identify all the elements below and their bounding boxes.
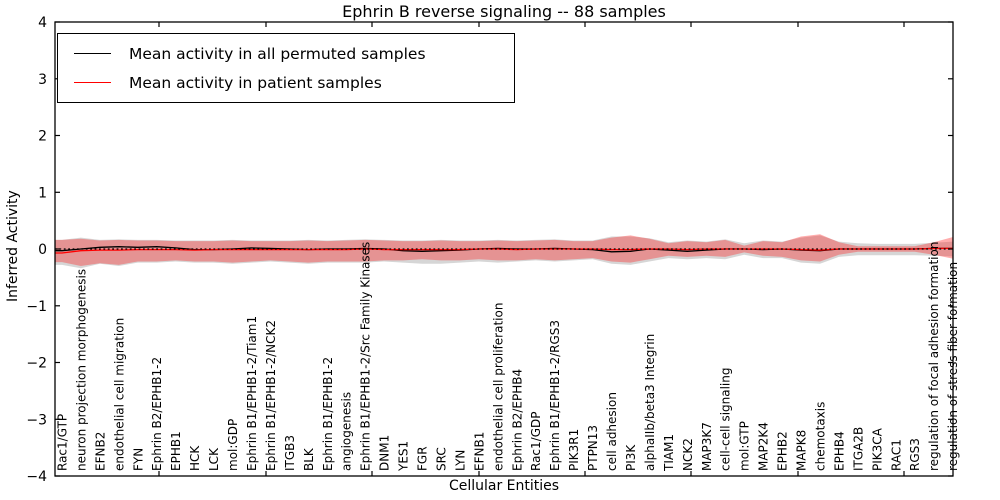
x-category-label: regulation of stress fiber formation	[946, 262, 960, 471]
x-category-label: Ephrin B2/EPHB1-2	[150, 357, 164, 471]
x-category-label: alphaIIb/beta3 Integrin	[643, 334, 657, 471]
x-category-label: MAP2K4	[757, 422, 771, 471]
permuted-confidence-band	[55, 235, 953, 269]
y-tick-label: −3	[26, 412, 47, 428]
x-category-label: MAPK8	[795, 430, 809, 471]
x-category-label: HCK	[188, 445, 202, 471]
x-category-label: endothelial cell proliferation	[491, 303, 505, 471]
x-category-label: Rac1/GDP	[529, 412, 543, 471]
x-category-label: LCK	[207, 447, 221, 471]
patient-mean-line	[55, 247, 953, 254]
x-category-label: Ephrin B1/EPHB1-2/NCK2	[264, 320, 278, 471]
x-category-label: EPHB1	[169, 431, 183, 471]
x-axis-label: Cellular Entities	[448, 478, 560, 494]
x-category-label: BLK	[302, 447, 316, 471]
x-category-label: DNM1	[378, 435, 392, 471]
x-category-label: EFNB2	[93, 432, 107, 471]
x-category-label: EPHB2	[776, 431, 790, 471]
x-category-label: EFNB1	[472, 432, 486, 471]
x-category-label: Ephrin B1/EPHB1-2/RGS3	[548, 320, 562, 471]
legend-item-patient: Mean activity in patient samples	[66, 68, 506, 97]
legend-label-patient: Mean activity in patient samples	[129, 73, 382, 92]
x-category-label: endothelial cell migration	[112, 318, 126, 471]
y-tick-label: 2	[38, 129, 47, 145]
y-tick-label: 3	[38, 72, 47, 88]
x-category-label: LYN	[453, 450, 467, 471]
x-category-label: FYN	[131, 448, 145, 471]
x-category-label: ITGA2B	[851, 427, 865, 471]
x-category-label: SRC	[435, 447, 449, 471]
legend: Mean activity in all permuted samples Me…	[57, 33, 515, 103]
x-category-label: PI3K	[624, 444, 638, 471]
x-category-label: Ephrin B1/EPHB1-2/Tiam1	[245, 316, 259, 471]
x-category-label: neuron projection morphogenesis	[74, 269, 88, 471]
x-category-label: PIK3R1	[567, 429, 581, 471]
patient-confidence-band	[55, 234, 953, 266]
x-category-label: TIAM1	[662, 434, 676, 472]
x-category-label: Rac1/GTP	[56, 414, 70, 471]
patient-line-swatch	[74, 82, 111, 83]
y-tick-label: −1	[26, 299, 47, 315]
x-category-label: NCK2	[681, 438, 695, 471]
permuted-line-swatch	[74, 53, 111, 54]
x-category-label: RAC1	[889, 439, 903, 471]
x-category-label: EPHB4	[832, 431, 846, 471]
x-category-label: FGR	[416, 446, 430, 471]
x-category-label: mol:GTP	[738, 421, 752, 471]
x-category-label: Ephrin B1/EPHB1-2	[321, 357, 335, 471]
x-category-label: angiogenesis	[340, 392, 354, 471]
y-tick-label: 0	[38, 242, 47, 258]
x-category-label: PIK3CA	[870, 427, 884, 471]
y-tick-label: 4	[38, 15, 47, 31]
y-tick-label: −2	[26, 356, 47, 372]
x-category-label: regulation of focal adhesion formation	[927, 242, 941, 471]
x-category-label: YES1	[397, 441, 411, 472]
x-category-label: Ephrin B2/EPHB4	[510, 369, 524, 471]
x-category-label: RGS3	[908, 438, 922, 471]
y-tick-label: 1	[38, 185, 47, 201]
x-category-label: Ephrin B1/EPHB1-2/Src Family Kinases	[359, 242, 373, 471]
legend-label-permuted: Mean activity in all permuted samples	[129, 44, 426, 63]
x-category-label: mol:GDP	[226, 419, 240, 471]
legend-item-permuted: Mean activity in all permuted samples	[66, 39, 506, 68]
x-category-label: MAP3K7	[700, 422, 714, 471]
x-category-label: cell-cell signaling	[719, 368, 733, 472]
y-axis-label: Inferred Activity	[5, 190, 21, 302]
x-category-label: chemotaxis	[814, 402, 828, 471]
x-category-label: cell adhesion	[605, 392, 619, 471]
x-category-label: ITGB3	[283, 435, 297, 471]
y-tick-label: −4	[26, 469, 47, 485]
x-category-label: PTPN13	[586, 425, 600, 471]
chart-title: Ephrin B reverse signaling -- 88 samples	[342, 2, 666, 21]
